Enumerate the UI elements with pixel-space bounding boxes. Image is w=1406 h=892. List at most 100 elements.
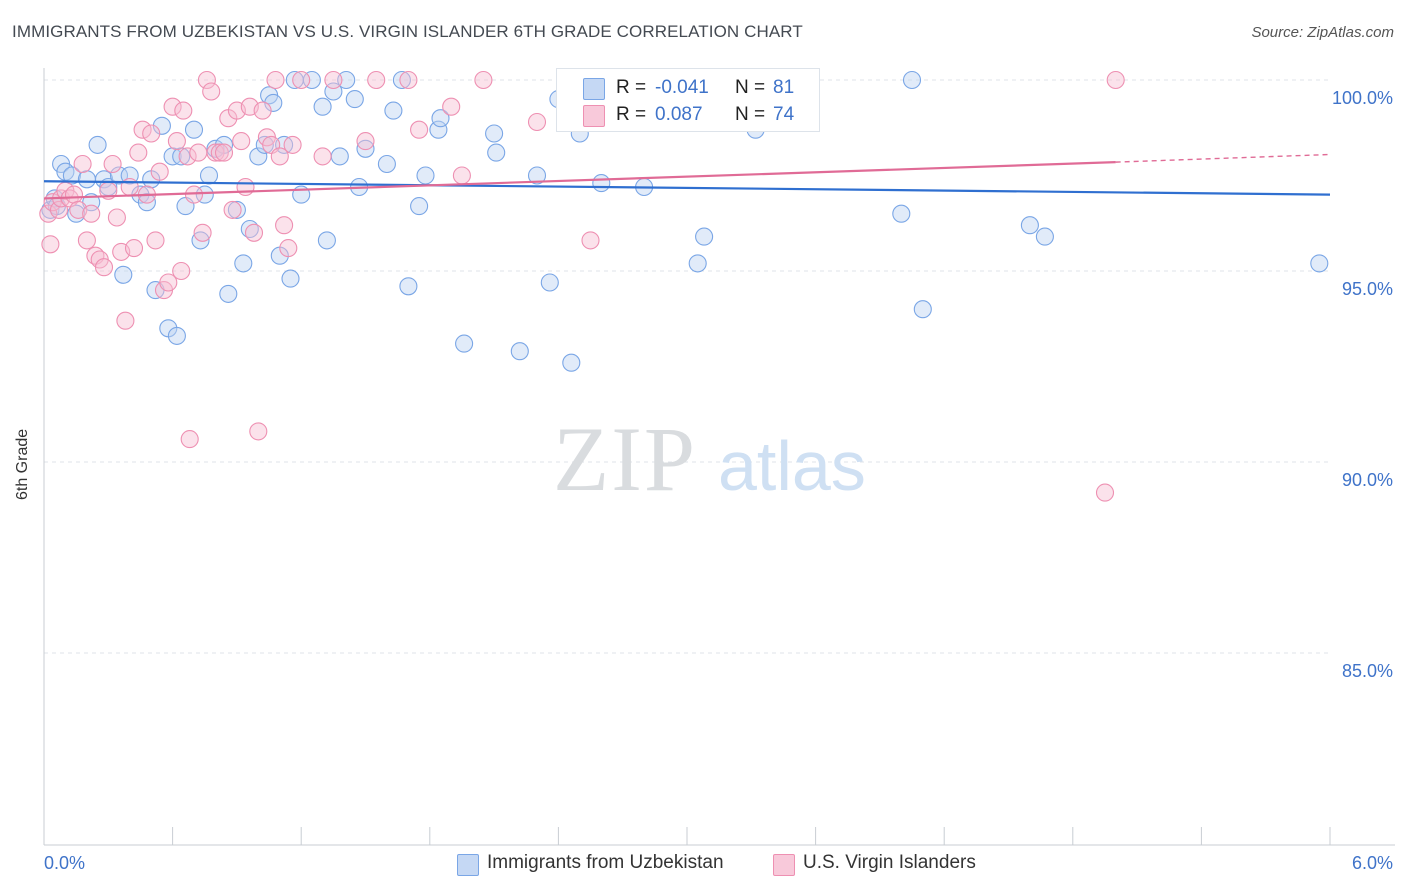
trend-lines — [43, 153, 1331, 200]
point-uzbekistan — [219, 284, 238, 303]
point-virgin-islanders — [292, 70, 311, 90]
point-uzbekistan — [399, 277, 418, 296]
point-virgin-islanders — [236, 177, 255, 197]
point-uzbekistan — [195, 185, 214, 204]
legend-swatch-blue — [457, 854, 479, 876]
point-uzbekistan — [688, 254, 707, 273]
r-label: R = — [616, 104, 647, 125]
r-label: R = — [616, 77, 647, 98]
point-virgin-islanders — [193, 223, 212, 242]
point-virgin-islanders — [197, 70, 216, 90]
point-uzbekistan — [167, 326, 186, 345]
legend-label: Immigrants from Uzbekistan — [487, 852, 724, 873]
point-virgin-islanders — [159, 273, 178, 292]
point-virgin-islanders — [324, 70, 343, 90]
point-virgin-islanders — [275, 216, 294, 235]
point-uzbekistan — [429, 120, 448, 139]
point-virgin-islanders — [1106, 70, 1125, 90]
point-virgin-islanders — [167, 132, 186, 151]
y-tick-label: 95.0% — [1342, 279, 1393, 299]
point-virgin-islanders — [232, 132, 251, 151]
point-virgin-islanders — [399, 70, 418, 90]
point-virgin-islanders — [253, 101, 272, 120]
point-virgin-islanders — [581, 231, 600, 250]
point-uzbekistan — [695, 227, 714, 246]
point-uzbekistan — [392, 70, 411, 90]
point-virgin-islanders — [94, 258, 114, 277]
n-label: N = — [735, 77, 766, 98]
y-tick-label: 90.0% — [1342, 470, 1393, 490]
point-virgin-islanders — [172, 261, 191, 281]
point-virgin-islanders — [410, 120, 429, 139]
point-virgin-islanders — [103, 154, 122, 174]
point-virgin-islanders — [249, 422, 268, 441]
legend-swatch-pink — [583, 105, 605, 127]
point-uzbekistan — [191, 231, 210, 250]
point-uzbekistan — [302, 70, 321, 90]
stats-legend: R = -0.041 N = 81 R = 0.087 N = 74 — [556, 68, 820, 132]
x-tick-label-min: 0.0% — [44, 853, 85, 873]
point-virgin-islanders — [150, 162, 169, 181]
point-virgin-islanders — [116, 311, 135, 330]
point-virgin-islanders — [474, 70, 493, 90]
point-virgin-islanders — [356, 132, 375, 151]
point-uzbekistan — [540, 273, 559, 292]
point-virgin-islanders — [146, 231, 165, 250]
r-value: 0.087 — [655, 104, 703, 125]
r-value: -0.041 — [655, 77, 709, 98]
point-virgin-islanders — [189, 143, 208, 162]
point-uzbekistan — [249, 147, 268, 166]
point-virgin-islanders — [270, 147, 289, 166]
watermark: ZIP atlas — [553, 408, 866, 510]
x-tick-label-max: 6.0% — [1352, 853, 1393, 873]
point-uzbekistan — [255, 135, 274, 154]
point-virgin-islanders — [142, 124, 161, 143]
point-uzbekistan — [137, 193, 156, 212]
point-uzbekistan — [184, 120, 204, 139]
point-virgin-islanders — [283, 135, 302, 154]
point-virgin-islanders — [442, 97, 461, 116]
trend-line-virgin-islanders-extension — [1115, 153, 1331, 163]
point-virgin-islanders — [77, 231, 96, 250]
point-uzbekistan — [1035, 227, 1054, 246]
point-uzbekistan — [313, 97, 332, 116]
point-virgin-islanders — [202, 82, 221, 101]
point-uzbekistan — [510, 342, 529, 361]
trend-line-virgin-islanders — [43, 161, 1116, 200]
chart-title: IMMIGRANTS FROM UZBEKISTAN VS U.S. VIRGI… — [12, 22, 803, 41]
point-uzbekistan — [892, 204, 911, 223]
point-virgin-islanders — [313, 147, 332, 166]
point-virgin-islanders — [163, 97, 182, 116]
point-uzbekistan — [109, 166, 129, 185]
legend-swatch-pink — [773, 854, 795, 876]
point-virgin-islanders — [244, 223, 264, 242]
point-virgin-islanders — [178, 147, 197, 166]
point-uzbekistan — [199, 166, 219, 185]
watermark-zip: ZIP — [553, 408, 697, 510]
point-uzbekistan — [416, 166, 435, 185]
point-virgin-islanders — [82, 204, 101, 223]
gridlines — [44, 79, 1330, 654]
trend-line-uzbekistan — [43, 180, 1331, 196]
point-uzbekistan — [281, 269, 300, 288]
point-uzbekistan — [77, 170, 96, 189]
tick-labels: 100.0% 95.0% 90.0% 85.0% 0.0% 6.0% — [44, 88, 1393, 873]
point-uzbekistan — [356, 139, 375, 158]
point-uzbekistan — [317, 231, 336, 250]
point-uzbekistan — [384, 101, 403, 120]
point-uzbekistan — [562, 353, 581, 372]
point-virgin-islanders — [527, 112, 547, 132]
legend-swatch-blue — [583, 78, 605, 100]
point-uzbekistan — [337, 70, 356, 90]
n-value: 81 — [773, 77, 795, 98]
point-virgin-islanders — [49, 200, 69, 219]
point-uzbekistan — [114, 265, 133, 284]
point-uzbekistan — [431, 109, 450, 128]
watermark-atlas: atlas — [718, 427, 866, 505]
point-virgin-islanders — [223, 200, 242, 219]
point-uzbekistan — [1310, 254, 1329, 273]
point-uzbekistan — [902, 70, 922, 90]
point-virgin-islanders — [266, 70, 285, 90]
point-uzbekistan — [410, 197, 429, 216]
